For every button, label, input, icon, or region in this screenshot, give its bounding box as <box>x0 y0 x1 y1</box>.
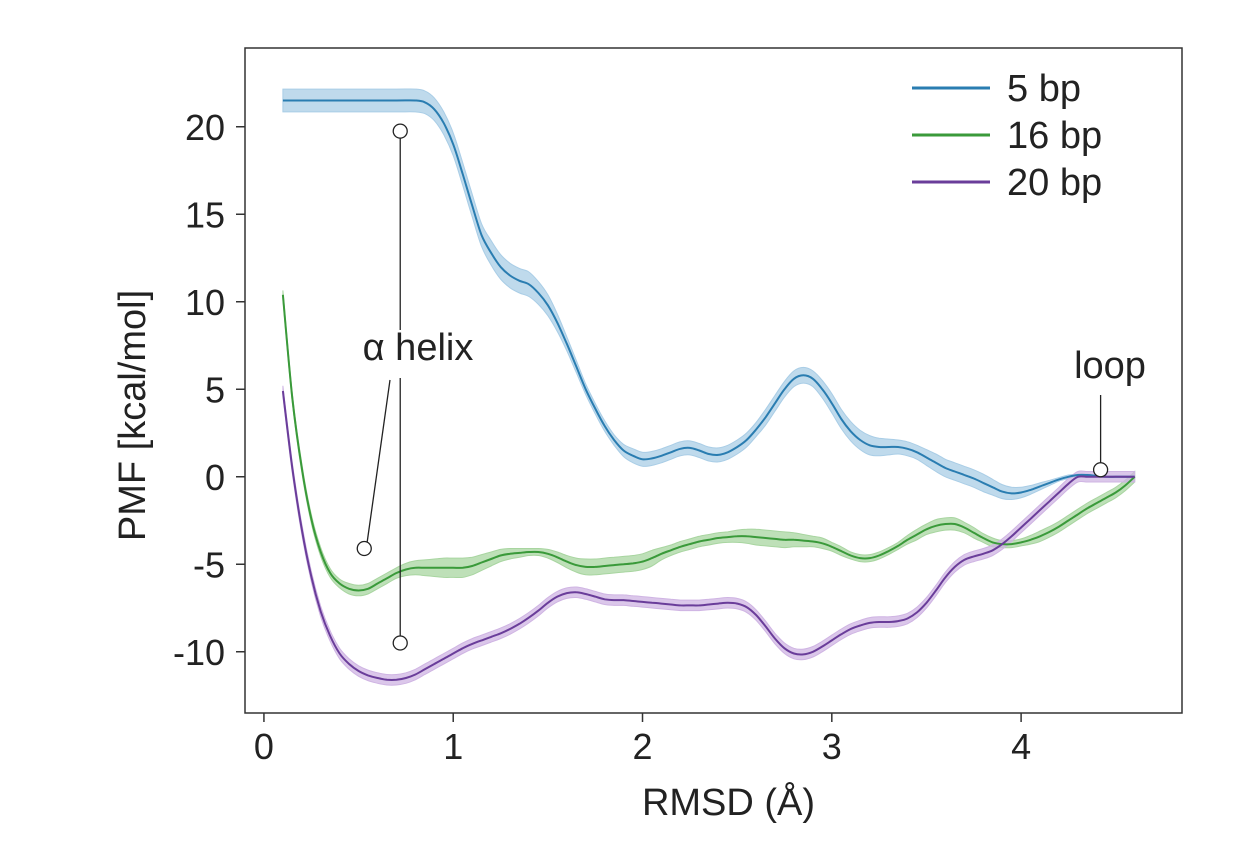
y-tick-label: 15 <box>185 194 225 235</box>
annotation-marker <box>392 635 408 651</box>
series-lines <box>281 99 1136 681</box>
legend-label: 16 bp <box>1007 115 1102 157</box>
y-tick-label: 10 <box>185 282 225 323</box>
series-line-20-bp <box>281 390 1135 681</box>
x-tick-label: 2 <box>632 726 652 767</box>
legend-label: 20 bp <box>1007 162 1102 204</box>
y-tick-label: 20 <box>185 107 225 148</box>
annotation-pointer-line <box>366 379 391 542</box>
legend: 5 bp 16 bp 20 bp <box>912 68 1102 204</box>
annotation-marker <box>1092 462 1109 478</box>
plot-frame <box>244 47 1183 714</box>
annotations: α helix loop <box>356 123 1146 651</box>
x-axis-title: RMSD (Å) <box>642 780 815 824</box>
x-tick-label: 1 <box>443 726 463 767</box>
y-axis-ticks: 20 15 10 5 0 -5 -10 <box>173 107 245 673</box>
annotation-loop-label: loop <box>1074 345 1146 387</box>
x-tick-label: 0 <box>254 726 274 767</box>
series-line-5-bp <box>282 99 1135 495</box>
legend-label: 5 bp <box>1007 68 1081 110</box>
x-tick-label: 3 <box>822 726 842 767</box>
y-tick-label: -5 <box>193 544 225 585</box>
annotation-marker <box>392 123 408 139</box>
y-tick-label: -10 <box>173 632 225 673</box>
y-tick-label: 5 <box>205 369 225 410</box>
annotation-marker <box>356 540 372 557</box>
band-20-bp <box>282 385 1136 686</box>
annotation-alpha-helix-label: α helix <box>363 327 474 369</box>
series-line-16-bp <box>281 294 1136 592</box>
x-tick-label: 4 <box>1011 726 1031 767</box>
y-tick-label: 0 <box>205 457 225 498</box>
x-axis-ticks: 0 1 2 3 4 <box>254 713 1031 767</box>
y-axis-title: PMF [kcal/mol] <box>112 290 154 541</box>
